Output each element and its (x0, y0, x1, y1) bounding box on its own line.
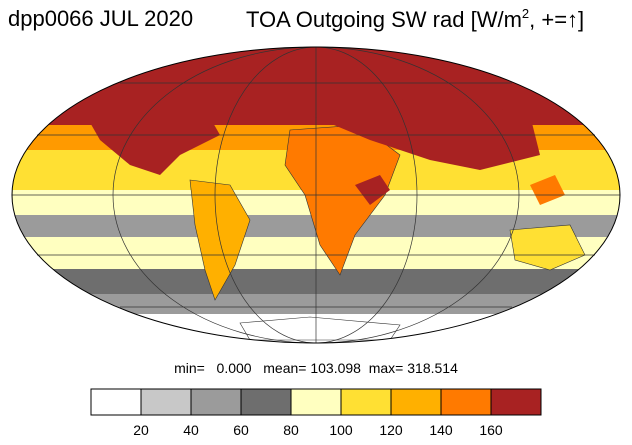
mean-label: mean= (263, 360, 307, 376)
eurasia-land (310, 95, 540, 170)
colorbar-tick-label: 20 (133, 422, 149, 438)
colorbar (90, 388, 542, 416)
colorbar-swatch (340, 388, 392, 416)
colorbar-swatch (140, 388, 192, 416)
colorbar-swatch (390, 388, 442, 416)
colorbar-swatch (440, 388, 492, 416)
min-label: min= (174, 360, 205, 376)
max-label: max= (368, 360, 404, 376)
mean-value: 103.098 (310, 360, 361, 376)
world-map (11, 46, 621, 344)
max-value: 318.514 (407, 360, 458, 376)
min-value: 0.000 (216, 360, 252, 376)
antarctica-land (239, 316, 401, 341)
title-right-prefix: TOA Outgoing SW rad [W/m (246, 7, 522, 32)
colorbar-swatch (190, 388, 242, 416)
north-america-land (80, 85, 220, 175)
colorbar-tick-label: 80 (283, 422, 299, 438)
title-right-suffix: , +=↑] (529, 7, 585, 32)
colorbar-tick-label: 40 (183, 422, 199, 438)
colorbar-tick-label: 160 (479, 422, 503, 438)
plot-title-left: dpp0066 JUL 2020 (8, 6, 194, 31)
title-right-sup: 2 (521, 6, 530, 21)
maritime-continent-land (530, 175, 565, 205)
colorbar-swatch (290, 388, 342, 416)
colorbar-swatch (240, 388, 292, 416)
plot-title-right: TOA Outgoing SW rad [W/m2, +=↑] (246, 6, 584, 33)
colorbar-swatch (490, 388, 542, 416)
colorbar-tick-label: 100 (329, 422, 353, 438)
map-outline (11, 46, 621, 344)
colorbar-tick-label: 140 (429, 422, 453, 438)
colorbar-tick-label: 60 (233, 422, 249, 438)
stats-line: min= 0.000 mean= 103.098 max= 318.514 (0, 360, 632, 376)
colorbar-tick-label: 120 (379, 422, 403, 438)
colorbar-swatch (90, 388, 142, 416)
arabia-land (355, 175, 390, 205)
